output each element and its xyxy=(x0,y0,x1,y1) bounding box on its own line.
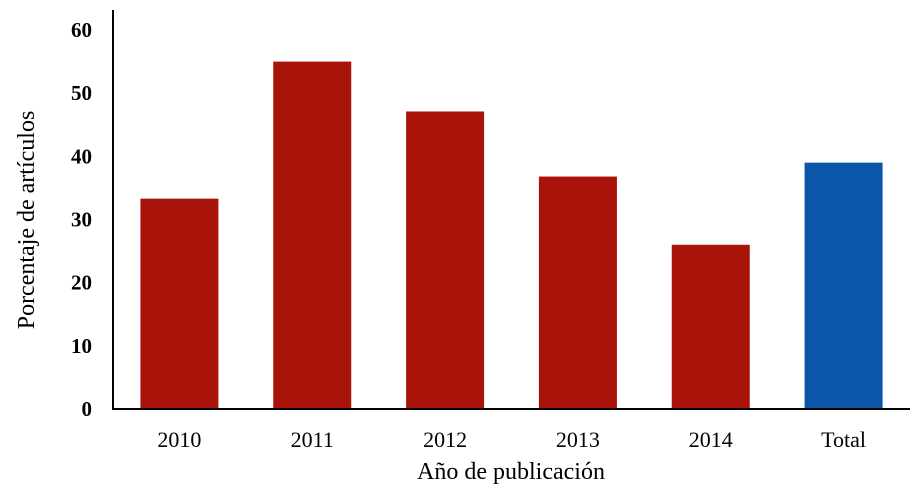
x-tick-label: 2011 xyxy=(291,427,334,452)
y-tick-label: 50 xyxy=(71,81,92,105)
y-tick-label: 60 xyxy=(71,18,92,42)
x-axis-labels: 2010 2011 2012 2013 2014 Total xyxy=(157,427,866,452)
y-tick-label: 40 xyxy=(71,144,92,168)
bar-2014 xyxy=(671,244,750,409)
y-tick-label: 30 xyxy=(71,208,92,232)
bar-2011 xyxy=(273,61,352,409)
y-tick-label: 0 xyxy=(82,397,93,421)
x-axis-title: Año de publicación xyxy=(417,459,605,485)
x-tick-label: 2013 xyxy=(556,427,600,452)
y-axis-ticks: 0 10 20 30 40 50 60 xyxy=(71,18,92,421)
y-axis-title: Porcentaje de artículos xyxy=(14,111,40,330)
x-tick-label: Total xyxy=(821,427,866,452)
x-tick-label: 2010 xyxy=(157,427,201,452)
x-tick-label: 2014 xyxy=(689,427,733,452)
y-tick-label: 10 xyxy=(71,334,92,358)
bar-2012 xyxy=(406,111,485,410)
y-tick-label: 20 xyxy=(71,271,92,295)
bar-2010 xyxy=(140,198,219,409)
bar-2013 xyxy=(538,176,617,409)
bars xyxy=(140,61,883,410)
x-tick-label: 2012 xyxy=(423,427,467,452)
bar-total xyxy=(804,162,883,409)
